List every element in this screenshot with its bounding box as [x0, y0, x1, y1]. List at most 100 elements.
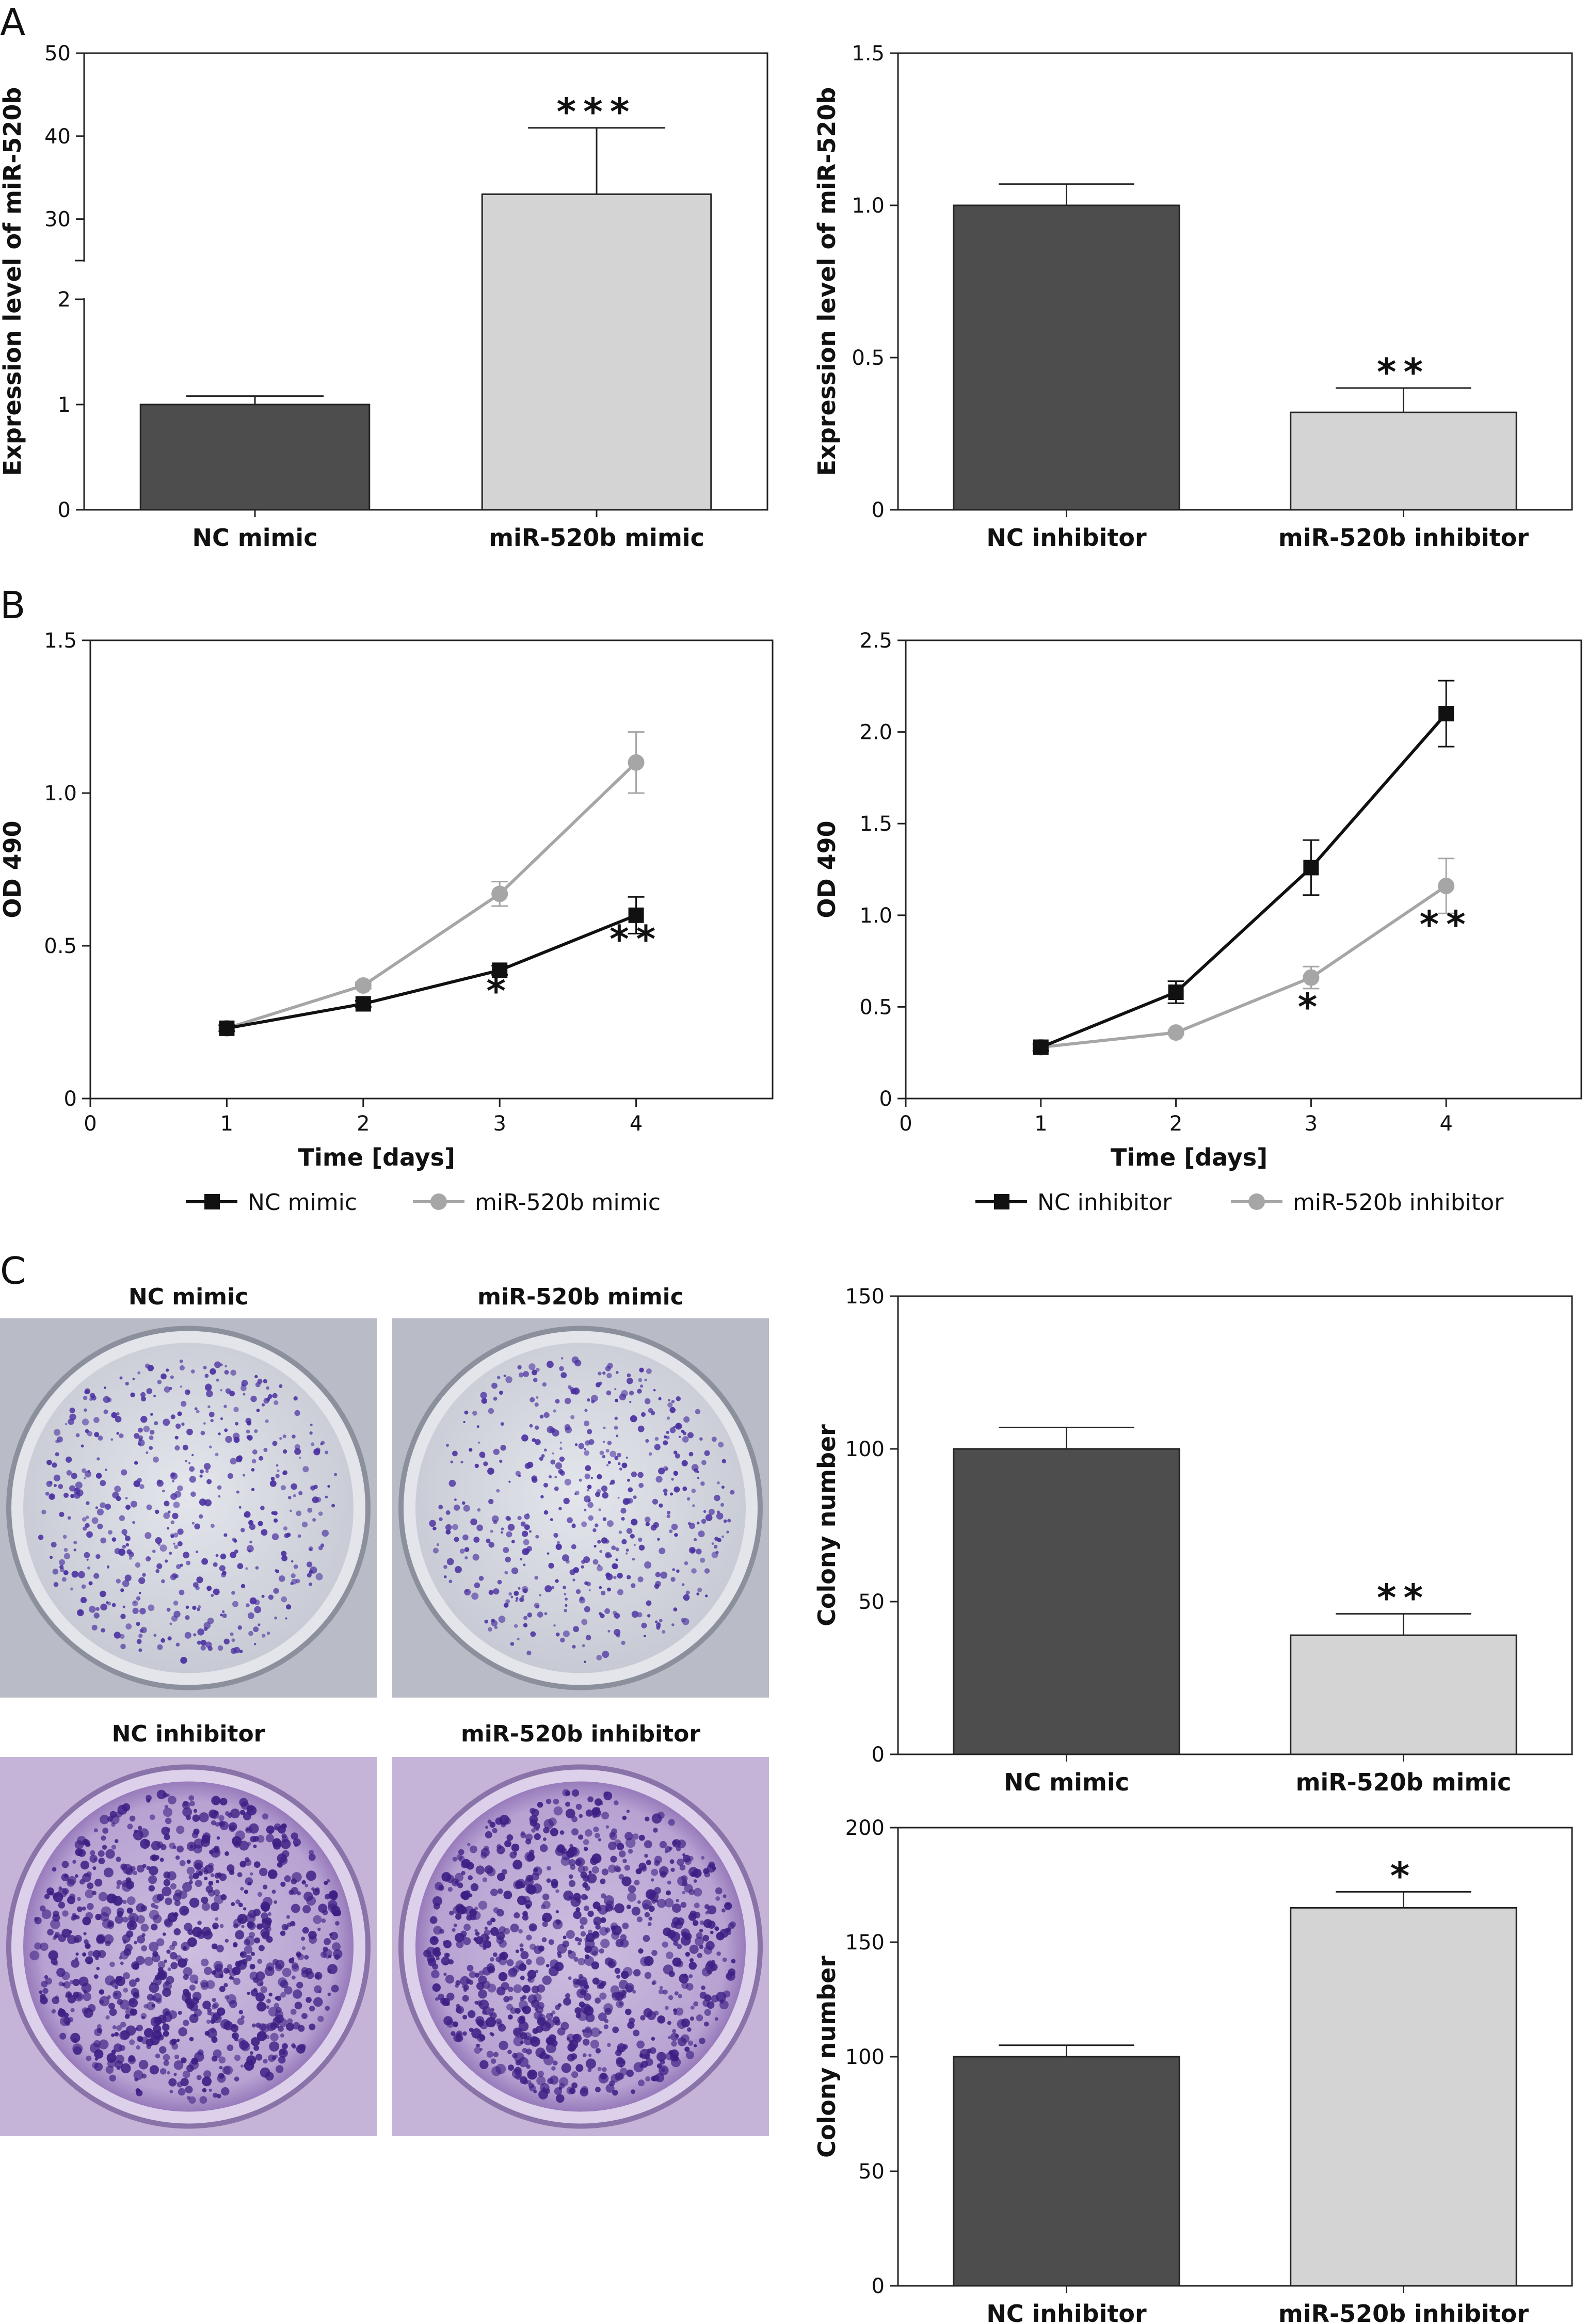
colony-dot: [585, 1440, 590, 1446]
colony-dot: [332, 1942, 341, 1951]
colony-dot: [600, 1917, 606, 1923]
colony-dot: [230, 1809, 240, 1818]
colony-dot: [550, 1828, 558, 1836]
colony-dot: [501, 1531, 503, 1534]
axis-break-mask: [69, 262, 84, 298]
colony-dot: [82, 1873, 91, 1882]
y-tick-label: 1.0: [859, 904, 892, 928]
colony-dot: [485, 1831, 492, 1838]
colony-dot: [726, 1971, 735, 1981]
colony-dot: [445, 1529, 451, 1535]
colony-dot: [705, 1594, 708, 1597]
colony-dot: [67, 1935, 77, 1945]
colony-dot: [136, 1639, 142, 1644]
colony-dot: [52, 1569, 59, 1575]
colony-dot: [140, 2013, 147, 2019]
colony-dot: [574, 1936, 580, 1942]
colony-dot: [575, 1907, 581, 1912]
colony-dot: [302, 1927, 309, 1934]
colony-dot: [575, 1803, 582, 1810]
colony-dot: [566, 1930, 575, 1939]
colony-dot: [602, 1492, 608, 1499]
colony-dot: [82, 1906, 86, 1911]
colony-dot: [139, 1484, 145, 1489]
colony-dot: [254, 1643, 256, 1645]
colony-dot: [523, 1896, 531, 1903]
colony-dot: [299, 2043, 306, 2051]
colony-dot: [133, 2070, 143, 2080]
colony-dot: [107, 1601, 111, 1606]
colony-dot: [445, 1524, 452, 1531]
colony-dot: [150, 1413, 153, 1416]
colony-dot: [592, 1809, 601, 1818]
colony-dot: [535, 1439, 541, 1445]
x-tick-label: 3: [493, 1112, 506, 1136]
colony-dot: [609, 1832, 617, 1841]
category-label: miR-520b mimic: [489, 524, 704, 552]
colony-dot: [164, 1959, 167, 1963]
colony-dot: [266, 1962, 275, 1971]
colony-dot: [166, 1368, 169, 1372]
colony-dot: [621, 1390, 628, 1397]
colony-dot: [167, 1510, 171, 1514]
colony-dot: [29, 1950, 40, 1961]
colony-dot: [309, 1935, 317, 1944]
colony-dot: [110, 1815, 120, 1825]
colony-dot: [54, 1484, 57, 1487]
colony-dot: [686, 1983, 694, 1991]
colony-dot: [68, 2017, 74, 2023]
colony-dot: [598, 1371, 602, 1376]
colony-dot: [189, 1466, 195, 1472]
colony-dot: [187, 1390, 190, 1393]
colony-dot: [281, 1551, 287, 1557]
colony-dot: [681, 1429, 685, 1433]
legend-label: miR-520b inhibitor: [1293, 1189, 1504, 1216]
colony-dot: [55, 1439, 59, 1444]
colony-dot: [643, 2008, 653, 2018]
colony-dot: [162, 2023, 170, 2031]
colony-dot: [304, 1955, 309, 1960]
colony-dot: [298, 1491, 303, 1495]
colony-dot: [597, 1474, 602, 1480]
colony-dot: [136, 2024, 143, 2031]
colony-dot: [503, 1928, 510, 1935]
colony-dot: [711, 1960, 716, 1964]
colony-dot: [721, 1908, 726, 1913]
colony-dot: [161, 1579, 165, 1584]
colony-dot: [72, 1860, 76, 1864]
colony-dot: [628, 1487, 633, 1493]
colony-dot: [132, 1521, 135, 1524]
colony-dot: [161, 1827, 170, 1835]
colony-dot: [150, 1430, 155, 1435]
colony-dot: [293, 2022, 300, 2030]
colony-dot: [714, 1545, 718, 1549]
colony-dot: [291, 1878, 297, 1884]
colony-dot: [129, 1815, 136, 1822]
colony-dot: [673, 1607, 678, 1612]
colony-dot: [210, 1368, 216, 1375]
colony-dot: [719, 2000, 729, 2010]
colony-dot: [619, 2064, 623, 2068]
y-tick-label: 100: [845, 2045, 885, 2069]
colony-dot: [198, 1872, 203, 1877]
colony-dot: [71, 1914, 77, 1920]
colony-dot: [331, 1504, 335, 1508]
colony-dot: [149, 1446, 153, 1450]
colony-dot: [564, 1593, 567, 1595]
colony-dot: [684, 1561, 688, 1566]
colony-dot: [622, 1498, 630, 1505]
colony-dot: [240, 1528, 245, 1532]
data-point: [1303, 860, 1319, 876]
colony-dot: [249, 1972, 259, 1980]
y-tick-label: 1.0: [44, 782, 77, 805]
colony-dot: [253, 2045, 260, 2051]
colony-dot: [301, 1946, 306, 1950]
colony-dot: [611, 2074, 620, 2083]
colony-dot: [170, 1375, 174, 1379]
colony-dot: [160, 2068, 167, 2075]
colony-dot: [627, 1892, 637, 1902]
colony-dot: [233, 1437, 240, 1443]
colony-dot: [83, 1526, 87, 1531]
colony-dot: [224, 1851, 230, 1856]
